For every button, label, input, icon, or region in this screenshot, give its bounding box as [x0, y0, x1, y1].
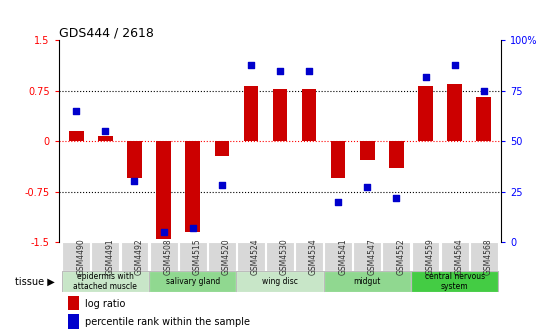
Point [450, 62, 459, 67]
Point [363, 185, 372, 190]
Text: GSM4559: GSM4559 [426, 238, 435, 275]
Bar [214, 141, 229, 156]
Bar [127, 141, 142, 178]
Bar [236, 271, 324, 292]
Bar [324, 271, 411, 292]
Text: epidermis with
attached muscle: epidermis with attached muscle [73, 272, 137, 291]
Text: GSM4490: GSM4490 [76, 238, 85, 275]
Bar [360, 141, 375, 160]
Bar [412, 242, 440, 271]
Text: GDS444 / 2618: GDS444 / 2618 [59, 26, 153, 39]
Bar [98, 136, 113, 141]
Text: GSM4534: GSM4534 [309, 238, 318, 275]
Text: GSM4568: GSM4568 [484, 238, 493, 275]
Bar [68, 314, 79, 329]
Bar [68, 296, 79, 310]
Point [159, 229, 168, 235]
Bar [149, 271, 236, 292]
Bar [120, 242, 148, 271]
Point [72, 108, 81, 114]
Bar [470, 242, 498, 271]
Bar [302, 89, 316, 141]
Bar [295, 242, 323, 271]
Text: GSM4524: GSM4524 [251, 238, 260, 275]
Bar [331, 141, 346, 178]
Text: GSM4508: GSM4508 [164, 238, 172, 275]
Text: central nervous
system: central nervous system [424, 272, 485, 291]
Bar [185, 141, 200, 232]
Point [101, 128, 110, 134]
Point [392, 195, 401, 200]
Bar [324, 242, 352, 271]
Bar [150, 242, 178, 271]
Bar [477, 97, 491, 141]
Text: GSM4547: GSM4547 [367, 238, 376, 275]
Bar [149, 271, 236, 292]
Point [421, 74, 430, 79]
Point [305, 68, 314, 73]
Text: wing disc: wing disc [262, 277, 298, 286]
Bar [244, 86, 258, 141]
Text: log ratio: log ratio [85, 299, 125, 308]
Bar [353, 242, 381, 271]
Text: GSM4530: GSM4530 [280, 238, 289, 275]
Text: tissue ▶: tissue ▶ [15, 277, 54, 287]
Text: GSM4515: GSM4515 [193, 238, 202, 275]
Point [130, 179, 139, 184]
Point [246, 62, 255, 67]
Point [217, 183, 226, 188]
Bar [156, 141, 171, 239]
Text: salivary gland: salivary gland [166, 277, 220, 286]
Bar [273, 89, 287, 141]
Bar [208, 242, 236, 271]
Bar [237, 242, 265, 271]
Bar [69, 131, 83, 141]
Point [334, 199, 343, 204]
Point [479, 88, 488, 93]
Point [276, 68, 284, 73]
Bar [62, 271, 149, 292]
Text: GSM4564: GSM4564 [455, 238, 464, 275]
Bar [236, 271, 324, 292]
Bar [389, 141, 404, 168]
Text: GSM4491: GSM4491 [105, 238, 114, 275]
Text: GSM4541: GSM4541 [338, 238, 347, 275]
Bar [411, 271, 498, 292]
Bar [418, 86, 433, 141]
Bar [62, 271, 149, 292]
Text: percentile rank within the sample: percentile rank within the sample [85, 317, 250, 327]
Bar [91, 242, 119, 271]
Text: GSM4492: GSM4492 [134, 238, 143, 275]
Bar [179, 242, 207, 271]
Text: GSM4520: GSM4520 [222, 238, 231, 275]
Bar [62, 242, 90, 271]
Bar [266, 242, 294, 271]
Bar [324, 271, 411, 292]
Bar [411, 271, 498, 292]
Bar [441, 242, 469, 271]
Bar [382, 242, 410, 271]
Point [188, 225, 197, 230]
Text: GSM4552: GSM4552 [396, 238, 405, 275]
Text: midgut: midgut [353, 277, 381, 286]
Bar [447, 84, 462, 141]
